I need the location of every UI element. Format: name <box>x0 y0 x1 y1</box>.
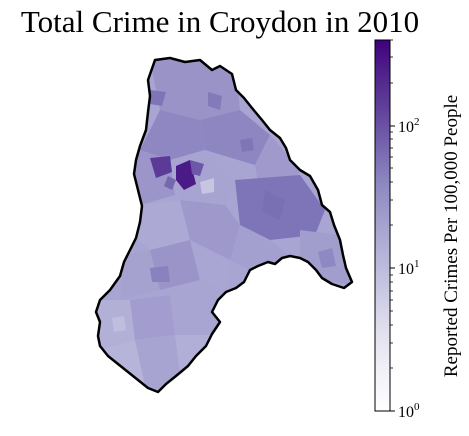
colorbar-tick-label: 102 <box>398 116 420 136</box>
colorbar-frame <box>374 39 391 412</box>
area-patch <box>208 92 222 110</box>
area-patch <box>318 248 336 268</box>
colorbar-tick-label: 100 <box>398 401 420 421</box>
area-patch <box>140 110 205 160</box>
area-patch <box>130 200 190 250</box>
croydon-choropleth <box>96 58 352 392</box>
area-patch <box>200 178 214 194</box>
area-patch <box>190 240 230 290</box>
area-patch <box>170 295 215 335</box>
hotspot-area <box>190 160 204 176</box>
colorbar-fill <box>375 40 390 411</box>
area-patch <box>100 340 145 385</box>
area-patch <box>130 295 175 340</box>
area-patch <box>200 110 270 165</box>
map-title: Total Crime in Croydon in 2010 <box>20 4 420 39</box>
colorbar-label: Reported Crimes Per 100,000 People <box>441 94 462 378</box>
colorbar-tick-label: 101 <box>398 258 420 278</box>
area-patch <box>262 190 285 220</box>
area-patch <box>240 138 254 152</box>
hotspot-area <box>150 156 172 178</box>
hotspot-area <box>164 176 176 190</box>
area-patch <box>180 200 240 260</box>
area-patch <box>175 335 215 375</box>
hotspot-area <box>176 160 196 190</box>
area-patch <box>135 335 180 392</box>
area-patch <box>230 225 290 270</box>
area-patch <box>150 90 166 106</box>
colorbar: 100 101 102 <box>374 39 420 421</box>
area-patch <box>120 250 160 300</box>
area-patch <box>112 316 126 332</box>
area-patch <box>150 266 170 282</box>
colorbar-minor-ticks <box>390 39 393 369</box>
